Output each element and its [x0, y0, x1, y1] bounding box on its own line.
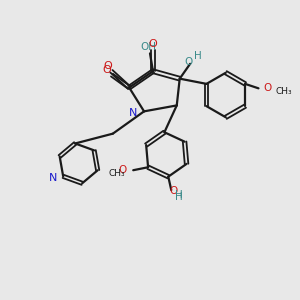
Text: O: O	[148, 40, 157, 50]
Text: O: O	[184, 57, 193, 67]
Text: O: O	[118, 165, 127, 175]
Text: N: N	[129, 108, 137, 118]
Text: H: H	[175, 193, 183, 202]
Text: CH₃: CH₃	[109, 169, 125, 178]
Text: O: O	[170, 186, 178, 196]
Text: O: O	[102, 65, 111, 75]
Text: OH: OH	[140, 42, 157, 52]
Text: N: N	[49, 173, 57, 183]
Text: O: O	[103, 61, 112, 71]
Text: O: O	[263, 83, 272, 93]
Text: H: H	[194, 51, 201, 62]
Text: H: H	[175, 190, 183, 200]
Text: CH₃: CH₃	[275, 87, 292, 96]
